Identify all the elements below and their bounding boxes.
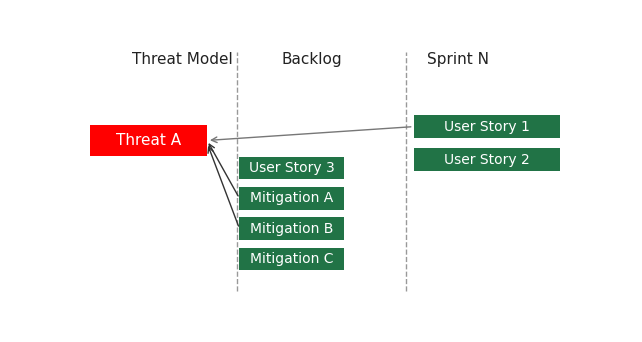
FancyBboxPatch shape: [239, 248, 344, 270]
Text: Sprint N: Sprint N: [428, 52, 489, 67]
Text: Mitigation A: Mitigation A: [250, 192, 333, 206]
FancyBboxPatch shape: [239, 157, 344, 179]
Text: Threat Model: Threat Model: [132, 52, 232, 67]
FancyBboxPatch shape: [239, 218, 344, 240]
Text: Backlog: Backlog: [281, 52, 342, 67]
Text: User Story 3: User Story 3: [249, 161, 334, 175]
FancyBboxPatch shape: [413, 115, 560, 139]
Text: User Story 1: User Story 1: [444, 120, 530, 134]
Text: Threat A: Threat A: [116, 133, 181, 148]
FancyBboxPatch shape: [413, 148, 560, 171]
FancyBboxPatch shape: [239, 187, 344, 210]
Text: User Story 2: User Story 2: [444, 153, 530, 167]
FancyBboxPatch shape: [90, 125, 207, 156]
Text: Mitigation B: Mitigation B: [250, 222, 333, 236]
Text: Mitigation C: Mitigation C: [250, 252, 333, 266]
